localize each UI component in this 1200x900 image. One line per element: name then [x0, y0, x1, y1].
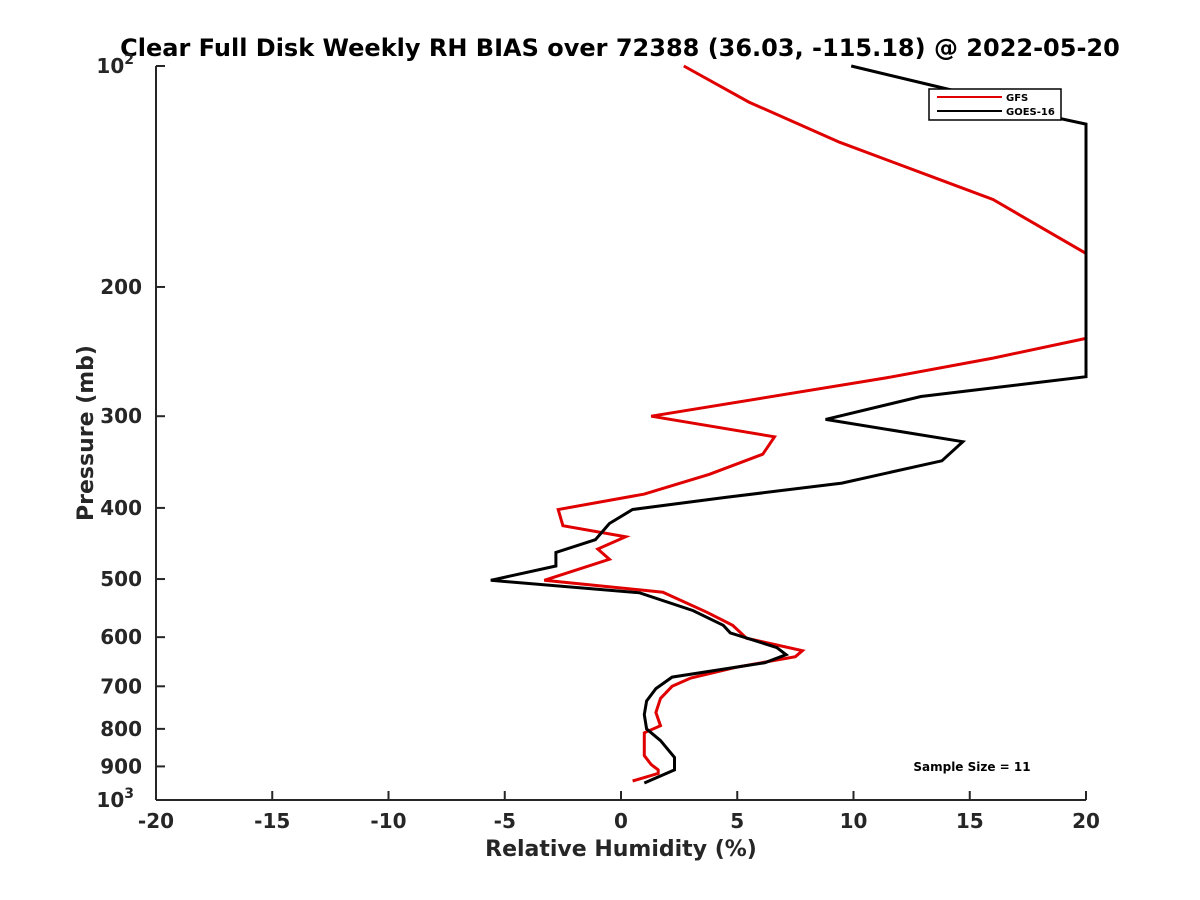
x-tick-label: -10: [370, 809, 406, 833]
x-tick-label: -20: [138, 809, 174, 833]
series-line-goes-16: [490, 64, 1088, 785]
sample-size-annotation: Sample Size = 11: [913, 760, 1030, 774]
y-tick-label: 102: [96, 52, 134, 78]
y-ticks: 102 200 300 400 500 600 700 800 900 103: [96, 52, 165, 812]
x-ticks: -20 -15 -10 -5 0 5 10 15 20: [138, 791, 1100, 833]
x-tick-label: -5: [494, 809, 516, 833]
y-tick-label: 700: [100, 674, 142, 698]
legend: GFS GOES-16: [928, 88, 1062, 121]
chart-title: Clear Full Disk Weekly RH BIAS over 7238…: [120, 34, 1120, 62]
series-line-gfs: [543, 64, 1088, 783]
y-tick-label: 800: [100, 717, 142, 741]
y-tick-label: 900: [100, 754, 142, 778]
y-axis-label: Pressure (mb): [74, 345, 99, 521]
legend-label-gfs: GFS: [1006, 93, 1028, 104]
y-tick-label: 200: [100, 275, 142, 299]
plot-lines: [490, 64, 1088, 785]
x-tick-label: 10: [840, 809, 868, 833]
x-tick-label: 20: [1072, 809, 1100, 833]
x-tick-label: 0: [614, 809, 628, 833]
y-tick-label: 600: [100, 625, 142, 649]
legend-label-goes16: GOES-16: [1006, 107, 1055, 118]
x-axis-label: Relative Humidity (%): [485, 837, 757, 862]
y-tick-label: 103: [96, 786, 134, 812]
y-tick-label: 500: [100, 567, 142, 591]
legend-box: [928, 88, 1062, 121]
x-tick-label: -15: [254, 809, 290, 833]
x-tick-label: 15: [956, 809, 984, 833]
y-tick-label: 300: [100, 404, 142, 428]
y-tick-label: 400: [100, 496, 142, 520]
x-tick-label: 5: [730, 809, 744, 833]
